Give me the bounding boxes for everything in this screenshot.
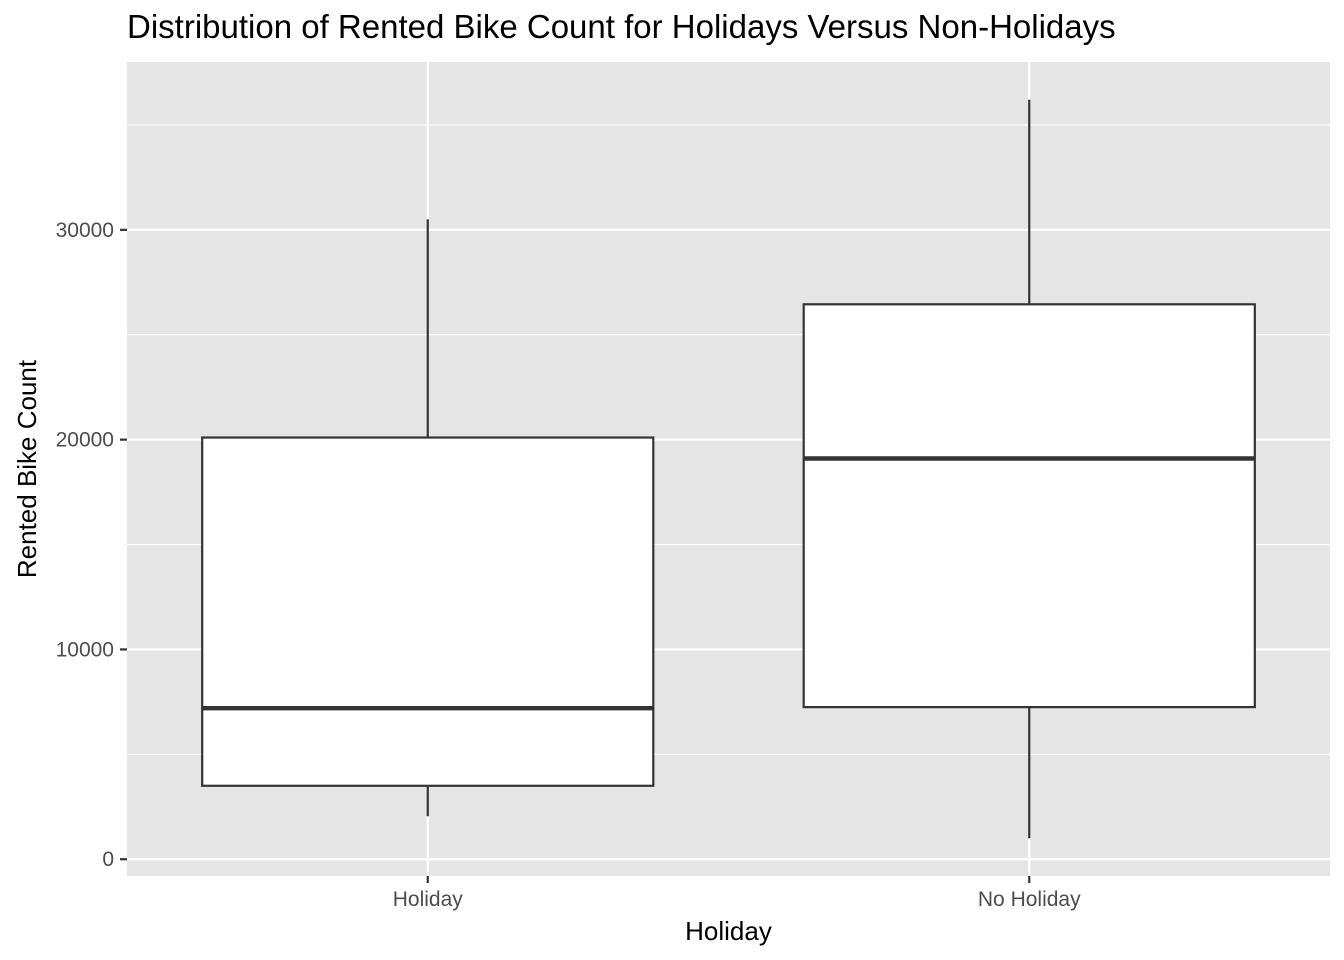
axis-ticks — [120, 228, 1031, 883]
box-holiday — [201, 219, 655, 817]
y-tick-label: 20000 — [56, 429, 114, 452]
box-iqr — [201, 436, 655, 787]
box-no-holiday — [802, 99, 1256, 839]
y-tick-label: 30000 — [56, 219, 114, 242]
x-tick-label: Holiday — [393, 888, 464, 911]
box-iqr — [802, 303, 1256, 709]
chart-title: Distribution of Rented Bike Count for Ho… — [127, 8, 1116, 45]
x-axis-title: Holiday — [685, 916, 772, 946]
x-tick-label: No Holiday — [978, 888, 1081, 911]
box-series — [201, 99, 1256, 839]
x-axis-tick-labels: Holiday No Holiday — [393, 888, 1081, 911]
y-axis-tick-labels: 0 10000 20000 30000 — [56, 219, 114, 871]
y-tick-label: 10000 — [56, 638, 114, 661]
y-tick-label: 0 — [102, 848, 114, 871]
y-axis-title: Rented Bike Count — [12, 359, 42, 578]
